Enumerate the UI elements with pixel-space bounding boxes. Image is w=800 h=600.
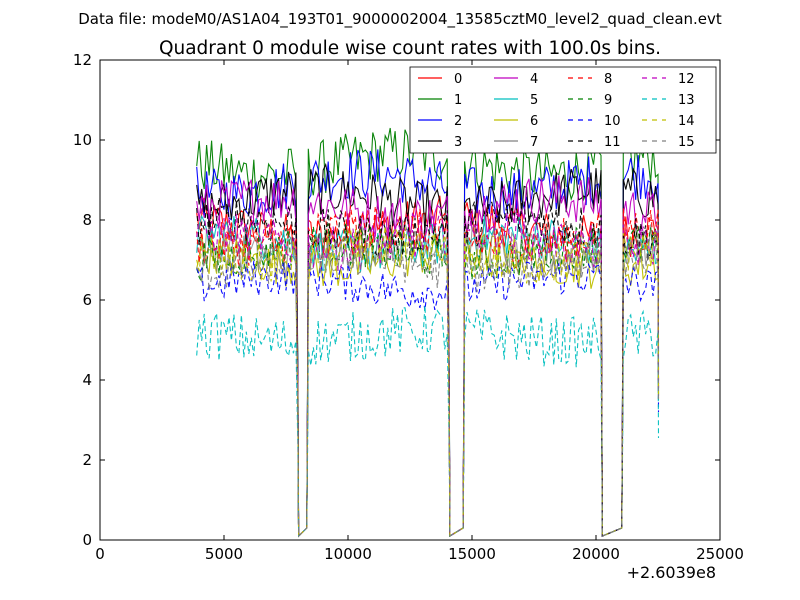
legend-label-0: 0 xyxy=(454,72,462,87)
legend-label-15: 15 xyxy=(678,135,695,150)
legend-label-7: 7 xyxy=(530,135,538,150)
legend-label-11: 11 xyxy=(604,135,621,150)
series-line-13 xyxy=(196,305,660,538)
legend-label-5: 5 xyxy=(530,93,538,108)
legend-label-14: 14 xyxy=(678,114,695,129)
series-line-6 xyxy=(196,232,660,538)
y-tick-label: 12 xyxy=(73,51,92,69)
legend-label-2: 2 xyxy=(454,114,462,129)
x-tick-label: 0 xyxy=(95,545,105,563)
legend-label-8: 8 xyxy=(604,72,612,87)
series-line-10 xyxy=(196,260,660,538)
series-line-3 xyxy=(196,162,660,538)
legend-label-12: 12 xyxy=(678,72,695,87)
y-tick-label: 8 xyxy=(82,211,92,229)
y-tick-label: 6 xyxy=(82,291,92,309)
x-tick-label: 25000 xyxy=(696,545,744,563)
legend-label-6: 6 xyxy=(530,114,538,129)
series-line-15 xyxy=(196,235,660,538)
x-offset-label: +2.6039e8 xyxy=(627,563,716,582)
x-tick-label: 10000 xyxy=(324,545,372,563)
y-tick-label: 4 xyxy=(82,371,92,389)
data-file-label: Data file: modeM0/AS1A04_193T01_90000020… xyxy=(78,10,722,29)
legend-label-1: 1 xyxy=(454,93,462,108)
legend-label-9: 9 xyxy=(604,93,612,108)
x-tick-label: 5000 xyxy=(205,545,243,563)
legend-label-13: 13 xyxy=(678,93,695,108)
y-tick-label: 10 xyxy=(73,131,92,149)
chart-title: Quadrant 0 module wise count rates with … xyxy=(159,38,661,59)
series-line-12 xyxy=(196,207,660,538)
legend-frame xyxy=(409,66,717,154)
legend-label-10: 10 xyxy=(604,114,621,129)
x-tick-label: 15000 xyxy=(448,545,496,563)
y-tick-label: 0 xyxy=(82,531,92,549)
series-line-14 xyxy=(196,226,660,538)
x-tick-label: 20000 xyxy=(572,545,620,563)
y-tick-label: 2 xyxy=(82,451,92,469)
legend-label-4: 4 xyxy=(530,72,538,87)
legend-label-3: 3 xyxy=(454,135,462,150)
series-line-5 xyxy=(196,214,660,538)
